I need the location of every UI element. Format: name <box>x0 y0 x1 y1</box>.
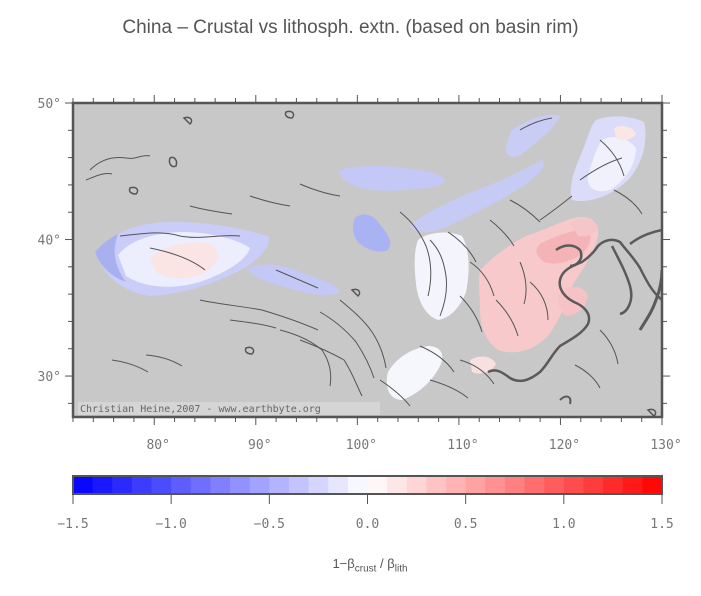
outline-features <box>128 110 657 417</box>
lon-tick-label: 130° <box>650 438 681 453</box>
colorbar-cell <box>583 476 604 494</box>
lat-tick-label: 40° <box>38 234 61 249</box>
colorbar-cell <box>387 476 408 494</box>
map-tick-labels: 80° 90° 100° 110° 120° 130° 30° 40° 50° <box>38 97 682 453</box>
colorbar-tick-label: 1.5 <box>650 517 673 532</box>
colorbar-cell <box>563 476 584 494</box>
colorbar-tick-label: −1.5 <box>57 517 88 532</box>
chart-title: China – Crustal vs lithosph. extn. (base… <box>122 17 579 38</box>
colorbar-cell <box>544 476 565 494</box>
colorbar-cell <box>446 476 467 494</box>
map-frame <box>71 101 664 419</box>
colorbar <box>73 476 663 494</box>
region-hexi-patch <box>353 214 391 252</box>
colorbar-cell <box>308 476 329 494</box>
coastline-bohai <box>555 244 583 268</box>
colorbar-cell <box>151 476 172 494</box>
colorbar-title: 1−βcrust / βlith <box>332 556 408 575</box>
colorbar-cell <box>485 476 506 494</box>
map-content: Christian Heine,2007 - www.earthbyte.org <box>78 110 662 417</box>
region-tarim-west-edge <box>95 234 126 282</box>
colorbar-cell <box>73 476 94 494</box>
coastline-taiwan <box>559 395 572 405</box>
colorbar-tick-label: −0.5 <box>254 517 285 532</box>
colorbar-cell <box>328 476 349 494</box>
colorbar-cell <box>367 476 388 494</box>
coastline-east <box>487 238 662 383</box>
lon-tick-label: 80° <box>146 438 169 453</box>
region-erlian-strip <box>505 114 560 157</box>
colorbar-cell <box>504 476 526 494</box>
lat-tick-label: 50° <box>38 97 61 112</box>
region-tarim-center <box>150 242 218 278</box>
colorbar-cell <box>347 476 368 494</box>
lon-tick-label: 100° <box>346 438 377 453</box>
colorbar-cell <box>92 476 113 494</box>
colorbar-cell <box>622 476 643 494</box>
colorbar-cell <box>406 476 427 494</box>
region-jianghan-basin <box>470 356 496 374</box>
colorbar-cell <box>603 476 624 494</box>
colorbar-tick-label: 0.5 <box>454 517 477 532</box>
colorbar-tick-label: 0.0 <box>356 517 379 532</box>
colorbar-cell <box>230 476 251 494</box>
colorbar-cell <box>249 476 270 494</box>
region-junggar-north-strip <box>339 166 445 191</box>
lon-tick-label: 120° <box>549 438 580 453</box>
lon-tick-label: 90° <box>248 438 271 453</box>
region-songliao-basin <box>587 137 636 192</box>
colorbar-cell <box>269 476 290 494</box>
colorbar-cell <box>524 476 545 494</box>
coastline-ne <box>629 228 662 245</box>
region-sichuan-basin <box>386 346 443 400</box>
region-songliao-pink <box>614 126 636 141</box>
lat-tick-label: 30° <box>38 370 61 385</box>
coastline-korea <box>610 245 633 316</box>
colorbar-tick-label: −1.0 <box>156 517 187 532</box>
colorbar-cell <box>190 476 211 494</box>
colorbar-cell <box>642 476 663 494</box>
colorbar-tick-label: 1.0 <box>552 517 575 532</box>
credit-background <box>78 402 380 415</box>
region-northeast-pink <box>570 218 598 237</box>
colorbar-ticks: −1.5 −1.0 −0.5 0.0 0.5 1.0 1.5 <box>57 494 674 532</box>
colorbar-cell <box>288 476 310 494</box>
region-alashan-strip <box>410 160 544 233</box>
colorbar-cell <box>465 476 486 494</box>
colorbar-cell <box>112 476 133 494</box>
colorbar-cell <box>426 476 447 494</box>
colorbar-cell <box>210 476 231 494</box>
tectonic-lines <box>85 117 643 407</box>
map-ticks <box>65 95 670 425</box>
colorbar-cell <box>171 476 192 494</box>
colorbar-cell <box>131 476 153 494</box>
lon-tick-label: 110° <box>447 438 478 453</box>
credit-text: Christian Heine,2007 - www.earthbyte.org <box>80 404 321 415</box>
